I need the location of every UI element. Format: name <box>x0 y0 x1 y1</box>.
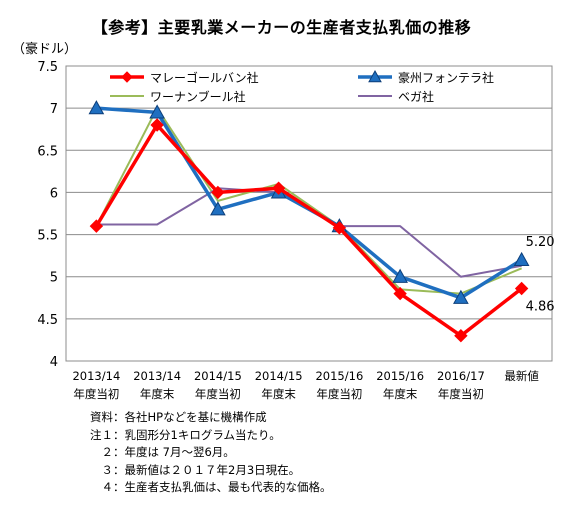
series-line <box>95 107 523 295</box>
y-tick-label: 5 <box>50 271 58 286</box>
x-tick-label: 2013/14 <box>72 369 120 383</box>
series-line <box>96 106 523 300</box>
notes: 資料：各社HPなどを基に機構作成 注１：乳固形分1キログラム当たり。 ２：年度は… <box>90 409 332 497</box>
x-tick-label-line2: 年度当初 <box>438 387 484 401</box>
diamond-marker <box>89 219 104 233</box>
y-tick-label: 6.5 <box>37 144 58 159</box>
note-4: ４：生産者支払乳価は、最も代表的な価格。 <box>90 480 332 495</box>
x-tick-label-line2: 年度当初 <box>195 387 241 401</box>
diamond-marker <box>332 221 347 235</box>
y-tick-label: 7.5 <box>37 60 58 75</box>
triangle-marker <box>513 251 530 266</box>
x-tick-label: 2015/16 <box>315 369 363 383</box>
x-tick-label-line2: 年度当初 <box>316 387 362 401</box>
legend-item: 豪州フォンテラ社 <box>358 69 494 85</box>
triangle-marker <box>368 69 382 83</box>
triangle-marker <box>88 100 105 115</box>
x-tick-label-line2: 年度当初 <box>73 387 119 401</box>
x-tick-label-line2: 年度末 <box>383 387 418 401</box>
x-tick-label-line2: 年度末 <box>261 387 296 401</box>
triangle-marker <box>210 201 226 216</box>
legend-label: 豪州フォンテラ社 <box>398 70 494 85</box>
triangle-marker <box>149 104 165 119</box>
legend-label: ワーナンブール社 <box>150 89 246 104</box>
y-tick-label: 4 <box>50 355 58 370</box>
legend-label: マレーゴールバン社 <box>150 70 259 85</box>
y-tick-label: 5.5 <box>37 229 58 244</box>
series-layer <box>88 100 530 343</box>
y-axis-ticks: 4 4.5 5 5.5 6 6.5 7 7.5 <box>37 60 58 370</box>
x-tick-label: 2013/14 <box>133 369 181 383</box>
y-tick-label: 7 <box>50 102 58 117</box>
note-1: 注１：乳固形分1キログラム当たり。 <box>90 427 281 442</box>
series-line <box>96 187 522 278</box>
data-label: 4.86 <box>526 300 555 315</box>
diamond-marker <box>514 281 529 296</box>
legend-item: マレーゴールバン社 <box>110 70 259 85</box>
x-tick-label: 2014/15 <box>255 369 303 383</box>
x-tick-label-line2: 年度末 <box>140 387 175 401</box>
x-tick-label: 2016/17 <box>437 369 485 383</box>
legend-label: ベガ社 <box>398 89 434 104</box>
series-line <box>94 123 523 338</box>
series-0 <box>89 118 529 343</box>
data-labels: 5.20 4.86 <box>526 235 555 315</box>
data-label: 5.20 <box>526 235 555 250</box>
note-3: ３：最新値は２０１７年2月3日現在。 <box>90 462 301 477</box>
series-2 <box>95 107 523 295</box>
triangle-marker <box>392 268 408 283</box>
series-3 <box>96 187 522 278</box>
diamond-marker <box>454 329 468 343</box>
diamond-marker <box>150 118 164 132</box>
y-tick-label: 6 <box>50 186 58 201</box>
legend-item: ベガ社 <box>358 89 434 104</box>
x-axis-ticks: 2013/14 年度当初 2013/14 年度末 2014/15 年度当初 2014/15 年… <box>72 369 539 401</box>
x-tick-label: 最新値 <box>504 369 539 383</box>
diamond-marker <box>393 286 407 301</box>
x-tick-label: 2014/15 <box>194 369 242 383</box>
diamond-marker <box>271 181 286 195</box>
y-tick-label: 4.5 <box>37 313 58 328</box>
legend-item: ワーナンブール社 <box>110 89 246 104</box>
diamond-marker <box>121 71 133 83</box>
diamond-marker <box>211 185 225 200</box>
y-axis-unit-label: （豪ドル） <box>12 42 78 57</box>
note-source: 資料：各社HPなどを基に機構作成 <box>90 410 267 424</box>
plot-area-frame <box>65 65 553 362</box>
triangle-marker <box>453 289 469 304</box>
chart-title: 【参考】主要乳業メーカーの生産者支払乳価の推移 <box>91 18 472 37</box>
note-2: ２：年度は 7月～翌6月。 <box>90 445 235 460</box>
x-tick-label: 2015/16 <box>376 369 424 383</box>
